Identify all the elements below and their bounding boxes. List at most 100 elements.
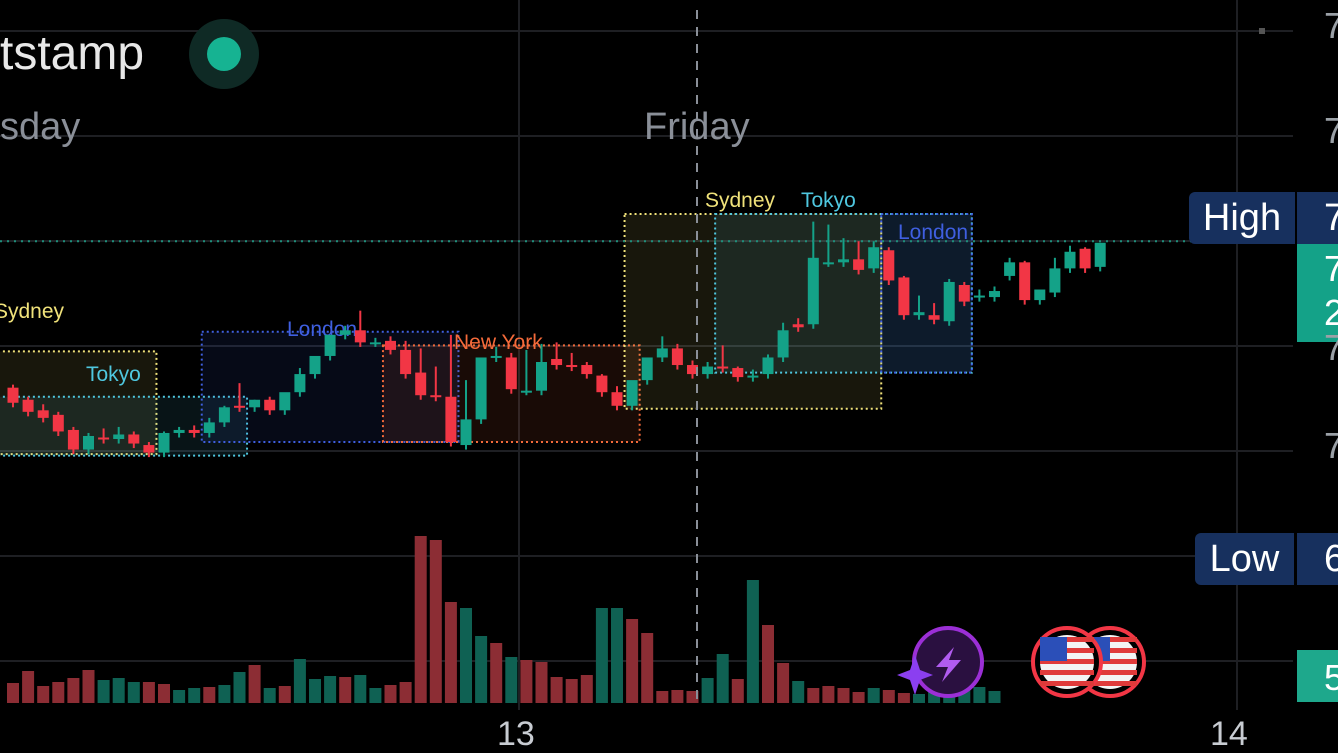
volume-bar (973, 687, 986, 703)
candle-body (581, 365, 593, 375)
candle-body (445, 396, 457, 443)
candle-body (158, 432, 170, 453)
candle-body (868, 247, 880, 269)
volume-bars (7, 536, 1001, 703)
us-event-flag[interactable] (1031, 626, 1103, 698)
price-scale-label: 7 (1324, 5, 1338, 46)
volume-price-badge (1297, 650, 1338, 702)
candle-body (747, 375, 759, 378)
volume-bar (399, 682, 412, 703)
volume-bar (762, 625, 774, 703)
candle-body (943, 281, 955, 322)
candle-body (143, 445, 155, 453)
session-label: London (898, 221, 968, 244)
volume-bar (142, 682, 155, 703)
candle-body (898, 277, 910, 316)
volume-bar (686, 691, 699, 703)
volume-bar (188, 688, 201, 703)
volume-bar (37, 686, 50, 703)
volume-bar (369, 688, 382, 703)
volume-bar (822, 686, 835, 703)
candle-body (249, 399, 261, 408)
candle-body (989, 291, 1000, 298)
candle-body (792, 324, 804, 328)
price-scale-label: 7 (1324, 248, 1338, 289)
candle-body (656, 348, 668, 358)
volume-bar (52, 682, 65, 703)
candle-body (687, 365, 698, 375)
candle-body (913, 312, 925, 316)
volume-bar (701, 678, 714, 703)
candle-body (37, 410, 49, 418)
x-tick-label: 13 (497, 715, 535, 753)
volume-bar (444, 602, 457, 703)
candle-body (1049, 268, 1061, 293)
low-value-badge: 6 (1297, 533, 1338, 585)
volume-bar (731, 679, 744, 703)
volume-bar (505, 657, 518, 703)
session-label: Tokyo (86, 363, 141, 386)
candle-body (566, 365, 578, 368)
candle-body (973, 295, 985, 298)
flag-stripe (1083, 659, 1137, 664)
volume-bar (641, 633, 654, 703)
candle-body (264, 399, 276, 411)
candle-body (807, 257, 819, 325)
volume-bar (218, 685, 231, 703)
candle-body (67, 429, 79, 450)
candle-body (218, 407, 230, 423)
candle-body (339, 330, 351, 335)
flag-stripe (1083, 681, 1137, 686)
market-status-indicator (189, 19, 259, 89)
volume-bar (112, 678, 125, 703)
x-tick-label: 14 (1210, 715, 1248, 753)
candle-body (369, 342, 381, 345)
volume-bar (565, 679, 578, 703)
candle-body (309, 355, 321, 375)
volume-bar (852, 692, 865, 703)
candle-body (98, 437, 110, 440)
volume-bar (339, 677, 352, 703)
candles (7, 221, 1106, 458)
volume-bar (656, 691, 669, 703)
high-value-badge: 7 (1297, 192, 1338, 244)
candle-body (188, 429, 200, 433)
candle-body (822, 262, 834, 265)
candle-body (7, 387, 19, 403)
session-label: London (287, 318, 357, 341)
volume-bar (97, 680, 110, 703)
volume-bar (882, 690, 895, 703)
session-label: Sydney (705, 189, 776, 212)
volume-bar (913, 694, 925, 703)
volume-bar (324, 676, 337, 703)
session-label: Sydney (0, 300, 65, 323)
volume-bar (354, 675, 367, 703)
volume-bar (807, 688, 820, 703)
candle-body (475, 357, 487, 420)
volume-bar (22, 671, 35, 703)
volume-bar (867, 688, 880, 703)
volume-bar (520, 660, 533, 703)
volume-bar (293, 659, 306, 703)
volume-bar (837, 688, 850, 703)
market-open-dot (207, 37, 241, 71)
candle-body (717, 366, 729, 369)
price-scale-label: 5 (1324, 657, 1338, 698)
volume-bar (414, 536, 427, 703)
event-marker-flash[interactable] (897, 626, 984, 698)
candle-body (324, 334, 336, 356)
flag-stripe (1083, 670, 1137, 675)
candle-body (1094, 242, 1106, 267)
volume-bar (429, 540, 442, 703)
chart-grid (0, 0, 1293, 710)
candle-body (490, 355, 502, 358)
candle-body (853, 259, 865, 270)
volume-bar (746, 580, 759, 703)
candle-body (883, 250, 895, 281)
candle-body (1079, 248, 1091, 269)
candle-body (294, 374, 306, 393)
volume-bar (671, 690, 684, 703)
candle-body (203, 422, 215, 433)
candle-body (83, 435, 94, 450)
